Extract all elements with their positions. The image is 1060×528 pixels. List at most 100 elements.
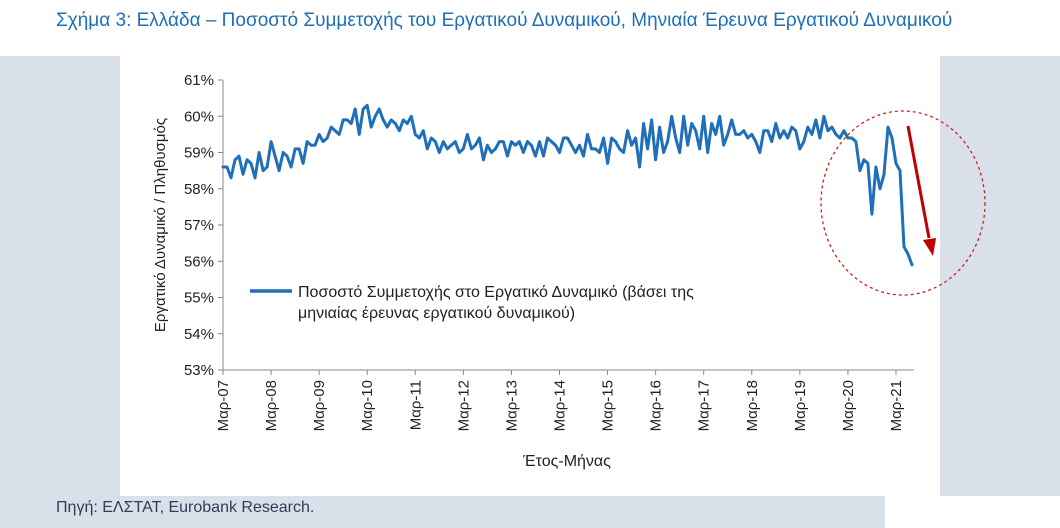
x-tick-label: Μαρ-20: [840, 380, 857, 431]
data-point: [301, 162, 305, 165]
data-point: [610, 136, 613, 140]
data-point: [754, 140, 757, 143]
data-point: [534, 154, 537, 158]
data-point: [398, 129, 401, 132]
x-tick-label: Μαρ-11: [407, 380, 424, 430]
highlight-ellipse: [820, 110, 986, 296]
data-point: [714, 133, 717, 136]
source-note: Πηγή: ΕΛΣΤΑΤ, Eurobank Research.: [56, 499, 315, 516]
data-point: [710, 122, 713, 125]
data-point: [730, 118, 733, 122]
x-axis-ticks: Μαρ-07 Μαρ-08 Μαρ-09 Μαρ-10 Μαρ-11 Μαρ-12 Μαρ-…: [215, 370, 905, 431]
data-point: [261, 169, 265, 172]
data-point: [414, 133, 417, 136]
data-point: [590, 147, 593, 151]
data-point: [466, 133, 469, 136]
data-point: [578, 144, 581, 147]
x-tick-label: Μαρ-15: [600, 380, 617, 431]
x-tick-label: Μαρ-08: [263, 380, 280, 431]
data-point: [606, 162, 609, 165]
data-point: [317, 133, 321, 136]
data-point: [666, 140, 669, 143]
data-point: [406, 122, 409, 125]
data-point: [330, 125, 333, 129]
data-point: [670, 115, 673, 118]
data-point: [502, 140, 505, 143]
data-point: [910, 263, 914, 267]
data-point: [806, 125, 809, 129]
data-point: [638, 165, 641, 169]
data-point: [662, 151, 665, 154]
y-tick-label: 56%: [184, 253, 214, 270]
data-point: [742, 129, 745, 132]
data-point: [622, 151, 625, 154]
data-point: [650, 118, 653, 122]
data-point: [802, 140, 805, 143]
chart-axes: [222, 80, 914, 371]
data-point: [602, 136, 605, 140]
data-point: [738, 133, 741, 136]
data-point: [257, 151, 261, 154]
data-point: [350, 122, 353, 125]
data-point: [630, 144, 633, 147]
data-point: [450, 144, 453, 147]
data-point: [878, 187, 882, 190]
data-point: [790, 125, 793, 129]
data-point: [898, 169, 902, 172]
data-point: [722, 144, 725, 147]
data-point: [782, 129, 785, 132]
data-point: [774, 122, 777, 125]
data-point: [285, 154, 289, 158]
x-tick-label: Μαρ-18: [744, 380, 761, 431]
data-point: [446, 147, 449, 151]
data-point: [370, 125, 373, 129]
legend-label-line-2: μηνιαίας έρευνας εργατικού δυναμικού): [298, 305, 575, 322]
x-axis-title: Έτος-Μήνας: [522, 453, 611, 470]
data-point: [882, 173, 886, 176]
data-point: [526, 140, 529, 143]
data-point: [458, 151, 461, 154]
data-point: [426, 147, 429, 151]
data-point: [273, 154, 277, 158]
data-point: [326, 136, 329, 140]
legend: Ποσοστό Συμμετοχής στο Εργατικό Δυναμικό…: [250, 284, 694, 322]
data-point: [522, 151, 525, 154]
data-point: [570, 144, 573, 147]
data-point: [434, 140, 437, 143]
x-tick-label: Μαρ-09: [311, 380, 328, 431]
data-point: [842, 129, 846, 132]
data-point: [402, 118, 405, 122]
data-point: [514, 144, 517, 147]
data-point: [506, 154, 509, 158]
data-point: [682, 115, 685, 118]
data-point: [642, 122, 645, 125]
data-point: [850, 136, 854, 140]
y-tick-label: 55%: [184, 290, 214, 307]
data-point: [582, 154, 585, 158]
x-tick-label: Μαρ-21: [888, 380, 905, 431]
data-point: [818, 136, 822, 140]
data-point: [542, 154, 545, 158]
data-point: [538, 140, 541, 143]
data-point: [478, 136, 481, 140]
data-point: [686, 144, 689, 147]
right-background-panel: [940, 56, 1060, 496]
data-point: [858, 169, 862, 172]
data-point: [390, 118, 393, 122]
data-point: [746, 136, 749, 140]
data-point: [786, 136, 789, 140]
data-point: [778, 136, 781, 140]
data-point: [233, 158, 237, 161]
y-tick-label: 54%: [184, 326, 214, 343]
data-point: [498, 140, 501, 143]
data-point: [410, 115, 413, 118]
data-point: [594, 147, 597, 151]
y-axis-title: Εργατικό Δυναμικό / Πληθυσμός: [152, 118, 169, 332]
data-point: [766, 129, 769, 132]
left-background-panel: [0, 56, 120, 496]
data-point: [826, 129, 830, 132]
data-point: [822, 115, 826, 118]
data-point: [886, 125, 890, 129]
data-point: [354, 107, 357, 111]
data-point: [269, 140, 273, 143]
